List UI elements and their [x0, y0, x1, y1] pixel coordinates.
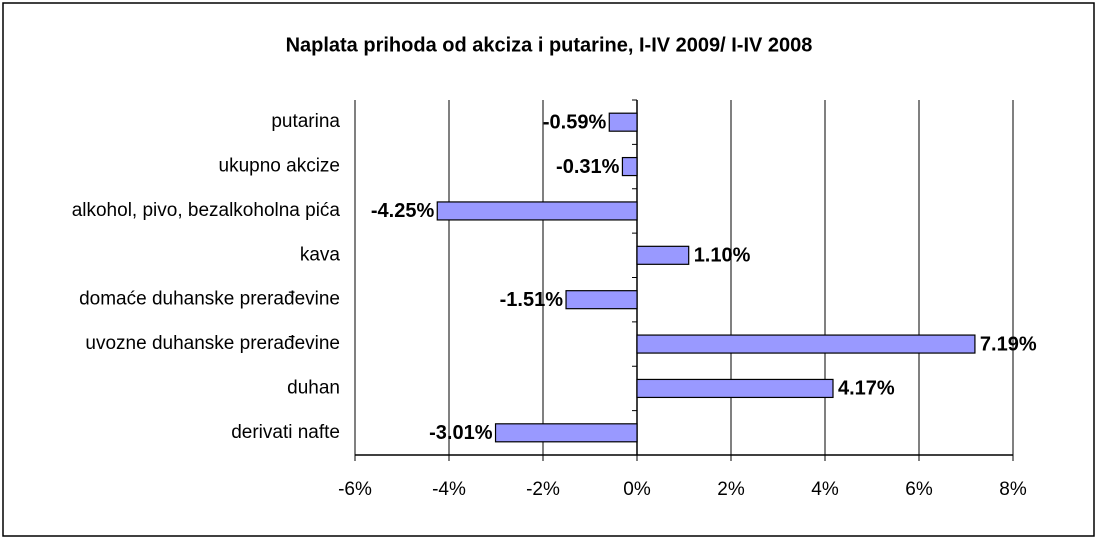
value-label: -3.01%	[429, 422, 493, 444]
value-label: -1.51%	[500, 289, 564, 311]
x-tick-label: -6%	[338, 479, 372, 500]
bar	[565, 290, 638, 310]
value-label: 4.17%	[838, 378, 895, 400]
chart-title: Naplata prihoda od akciza i putarine, I-…	[286, 34, 813, 56]
value-label: -0.59%	[543, 111, 607, 133]
y-tick-label: alkohol, pivo, bezalkoholna pića	[72, 200, 341, 221]
y-tick-label: ukupno akcize	[219, 156, 340, 177]
value-label: -4.25%	[371, 200, 435, 222]
bar	[636, 245, 690, 265]
value-label: -0.31%	[556, 156, 620, 178]
bar	[436, 201, 638, 221]
value-label: 1.10%	[694, 245, 751, 267]
bar	[636, 334, 976, 354]
y-tick-label: uvozne duhanske prerađevine	[85, 333, 340, 354]
x-tick-label: 8%	[999, 479, 1027, 500]
y-tick-label: duhan	[287, 377, 340, 398]
bar	[608, 112, 638, 132]
x-tick-label: -2%	[526, 479, 560, 500]
x-tick-label: 0%	[623, 479, 651, 500]
x-tick-label: 4%	[811, 479, 839, 500]
value-label: 7.19%	[980, 333, 1037, 355]
y-tick-label: domaće duhanske prerađevine	[79, 289, 340, 310]
bar	[494, 423, 638, 443]
x-tick-label: -4%	[432, 479, 466, 500]
y-tick-label: derivati nafte	[231, 422, 340, 443]
x-tick-label: 2%	[717, 479, 745, 500]
y-tick-label: kava	[300, 244, 341, 265]
x-tick-label: 6%	[905, 479, 933, 500]
y-tick-label: putarina	[271, 111, 340, 132]
bar	[621, 156, 638, 177]
bar	[636, 378, 834, 399]
